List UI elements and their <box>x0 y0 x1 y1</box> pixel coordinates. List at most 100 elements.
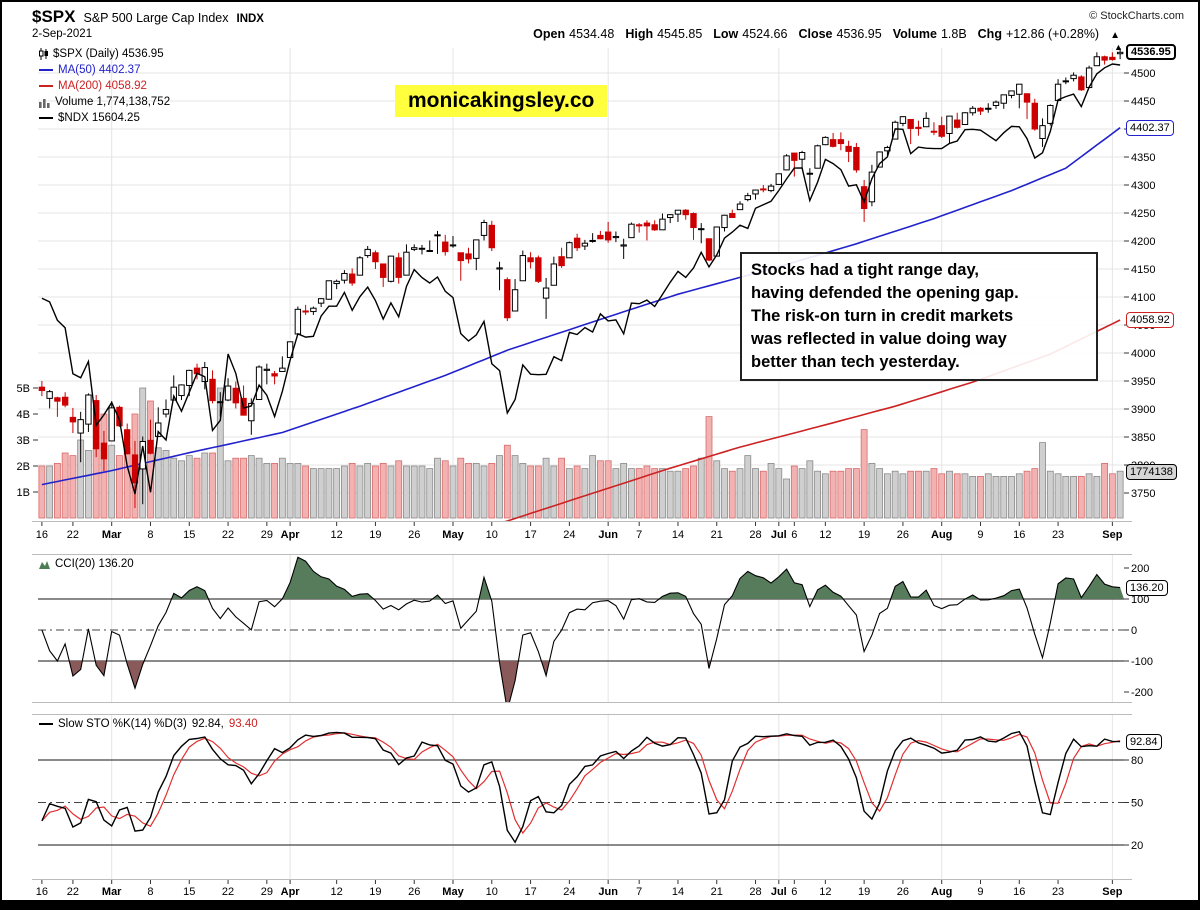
svg-text:12: 12 <box>819 529 831 541</box>
svg-text:19: 19 <box>369 886 381 898</box>
svg-text:16: 16 <box>1013 529 1025 541</box>
svg-text:26: 26 <box>897 886 909 898</box>
symbol-name: S&P 500 Large Cap Index <box>83 11 229 25</box>
svg-text:80: 80 <box>1131 755 1143 767</box>
svg-text:Sep: Sep <box>1102 529 1122 541</box>
sto-k-value: 92.84, <box>191 718 224 730</box>
svg-text:3750: 3750 <box>1131 488 1155 500</box>
volume-value-tag: 1774138 <box>1126 463 1177 480</box>
sto-legend-name: Slow STO %K(14) %D(3) <box>58 718 187 730</box>
svg-text:26: 26 <box>897 529 909 541</box>
chg-up-arrow: ▲ <box>1110 30 1120 41</box>
svg-text:8: 8 <box>147 886 153 898</box>
svg-text:15: 15 <box>183 886 195 898</box>
svg-text:28: 28 <box>749 529 761 541</box>
svg-text:3950: 3950 <box>1131 376 1155 388</box>
svg-text:7: 7 <box>636 886 642 898</box>
legend-ma50: MA(50) 4402.37 <box>58 64 141 76</box>
svg-text:22: 22 <box>67 529 79 541</box>
svg-text:May: May <box>442 529 464 541</box>
volume-bars-icon <box>39 98 50 108</box>
ma200-price-tag: 4058.92 <box>1126 312 1174 328</box>
svg-text:29: 29 <box>261 529 273 541</box>
svg-text:Sep: Sep <box>1102 886 1122 898</box>
axis-up-arrow: ▲ <box>1114 42 1123 52</box>
svg-text:26: 26 <box>408 529 420 541</box>
svg-text:3850: 3850 <box>1131 432 1155 444</box>
close-value: 4536.95 <box>836 27 882 41</box>
svg-text:4200: 4200 <box>1131 236 1155 248</box>
sto-d-value: 93.40 <box>228 718 258 730</box>
legend-row-ndx: $NDX 15604.25 <box>39 110 170 126</box>
last-price-tag: 4536.95 <box>1126 44 1176 61</box>
svg-text:100: 100 <box>1131 594 1149 606</box>
svg-text:12: 12 <box>819 886 831 898</box>
svg-text:24: 24 <box>563 886 575 898</box>
svg-text:19: 19 <box>858 886 870 898</box>
svg-text:Jul: Jul <box>771 529 787 541</box>
svg-text:16: 16 <box>36 529 48 541</box>
svg-text:4450: 4450 <box>1131 96 1155 108</box>
annotation-line: Stocks had a tight range day, <box>751 261 979 279</box>
svg-text:21: 21 <box>711 529 723 541</box>
svg-text:8: 8 <box>147 529 153 541</box>
svg-text:4300: 4300 <box>1131 180 1155 192</box>
volume-label: Volume <box>892 27 937 41</box>
bottom-border-bar <box>2 900 1198 908</box>
svg-text:-200: -200 <box>1131 687 1153 699</box>
svg-text:0: 0 <box>1131 625 1137 637</box>
svg-text:Jun: Jun <box>598 529 618 541</box>
high-label: High <box>625 27 654 41</box>
svg-text:23: 23 <box>1052 529 1064 541</box>
svg-text:10: 10 <box>486 886 498 898</box>
open-label: Open <box>533 27 566 41</box>
svg-text:7: 7 <box>636 529 642 541</box>
svg-text:19: 19 <box>369 529 381 541</box>
svg-text:3B: 3B <box>17 435 30 447</box>
header: $SPX S&P 500 Large Cap Index INDX <box>32 7 264 27</box>
svg-text:Jun: Jun <box>598 886 618 898</box>
svg-text:4350: 4350 <box>1131 152 1155 164</box>
svg-text:10: 10 <box>486 529 498 541</box>
svg-text:3900: 3900 <box>1131 404 1155 416</box>
svg-text:21: 21 <box>711 886 723 898</box>
sto-legend: Slow STO %K(14) %D(3) 92.84, 93.40 <box>39 718 258 730</box>
volume-value: 1.8B <box>940 27 967 41</box>
svg-text:Apr: Apr <box>281 529 301 541</box>
svg-text:6: 6 <box>791 886 797 898</box>
annotation-line: having defended the opening gap. <box>751 284 1019 302</box>
cci-legend-text: CCI(20) 136.20 <box>55 558 134 570</box>
svg-text:24: 24 <box>563 529 575 541</box>
cci-area-icon <box>39 561 50 569</box>
svg-text:6: 6 <box>791 529 797 541</box>
legend-ndx: $NDX 15604.25 <box>58 112 140 124</box>
svg-text:14: 14 <box>672 886 684 898</box>
candlestick-icon <box>39 48 48 60</box>
svg-text:28: 28 <box>749 886 761 898</box>
svg-text:1B: 1B <box>17 487 30 499</box>
cci-legend: CCI(20) 136.20 <box>39 558 134 570</box>
svg-text:14: 14 <box>672 529 684 541</box>
legend-row-spx: $SPX (Daily) 4536.95 <box>39 46 170 62</box>
legend-row-volume: Volume 1,774,138,752 <box>39 94 170 110</box>
svg-text:4100: 4100 <box>1131 292 1155 304</box>
svg-text:22: 22 <box>222 886 234 898</box>
svg-text:16: 16 <box>1013 886 1025 898</box>
ndx-line-icon <box>39 117 53 119</box>
high-value: 4545.85 <box>657 27 703 41</box>
main-legend: $SPX (Daily) 4536.95 MA(50) 4402.37 MA(2… <box>39 46 170 126</box>
svg-text:9: 9 <box>977 886 983 898</box>
svg-text:Aug: Aug <box>931 529 952 541</box>
svg-text:23: 23 <box>1052 886 1064 898</box>
svg-text:16: 16 <box>36 886 48 898</box>
ma50-line-icon <box>39 69 53 71</box>
svg-text:5B: 5B <box>17 383 30 395</box>
symbol: $SPX <box>32 7 76 26</box>
low-value: 4524.66 <box>742 27 788 41</box>
svg-text:12: 12 <box>331 529 343 541</box>
annotation-line: The risk-on turn in credit markets <box>751 307 1014 325</box>
svg-text:17: 17 <box>524 886 536 898</box>
svg-text:12: 12 <box>331 886 343 898</box>
chart-date: 2-Sep-2021 <box>32 28 93 40</box>
